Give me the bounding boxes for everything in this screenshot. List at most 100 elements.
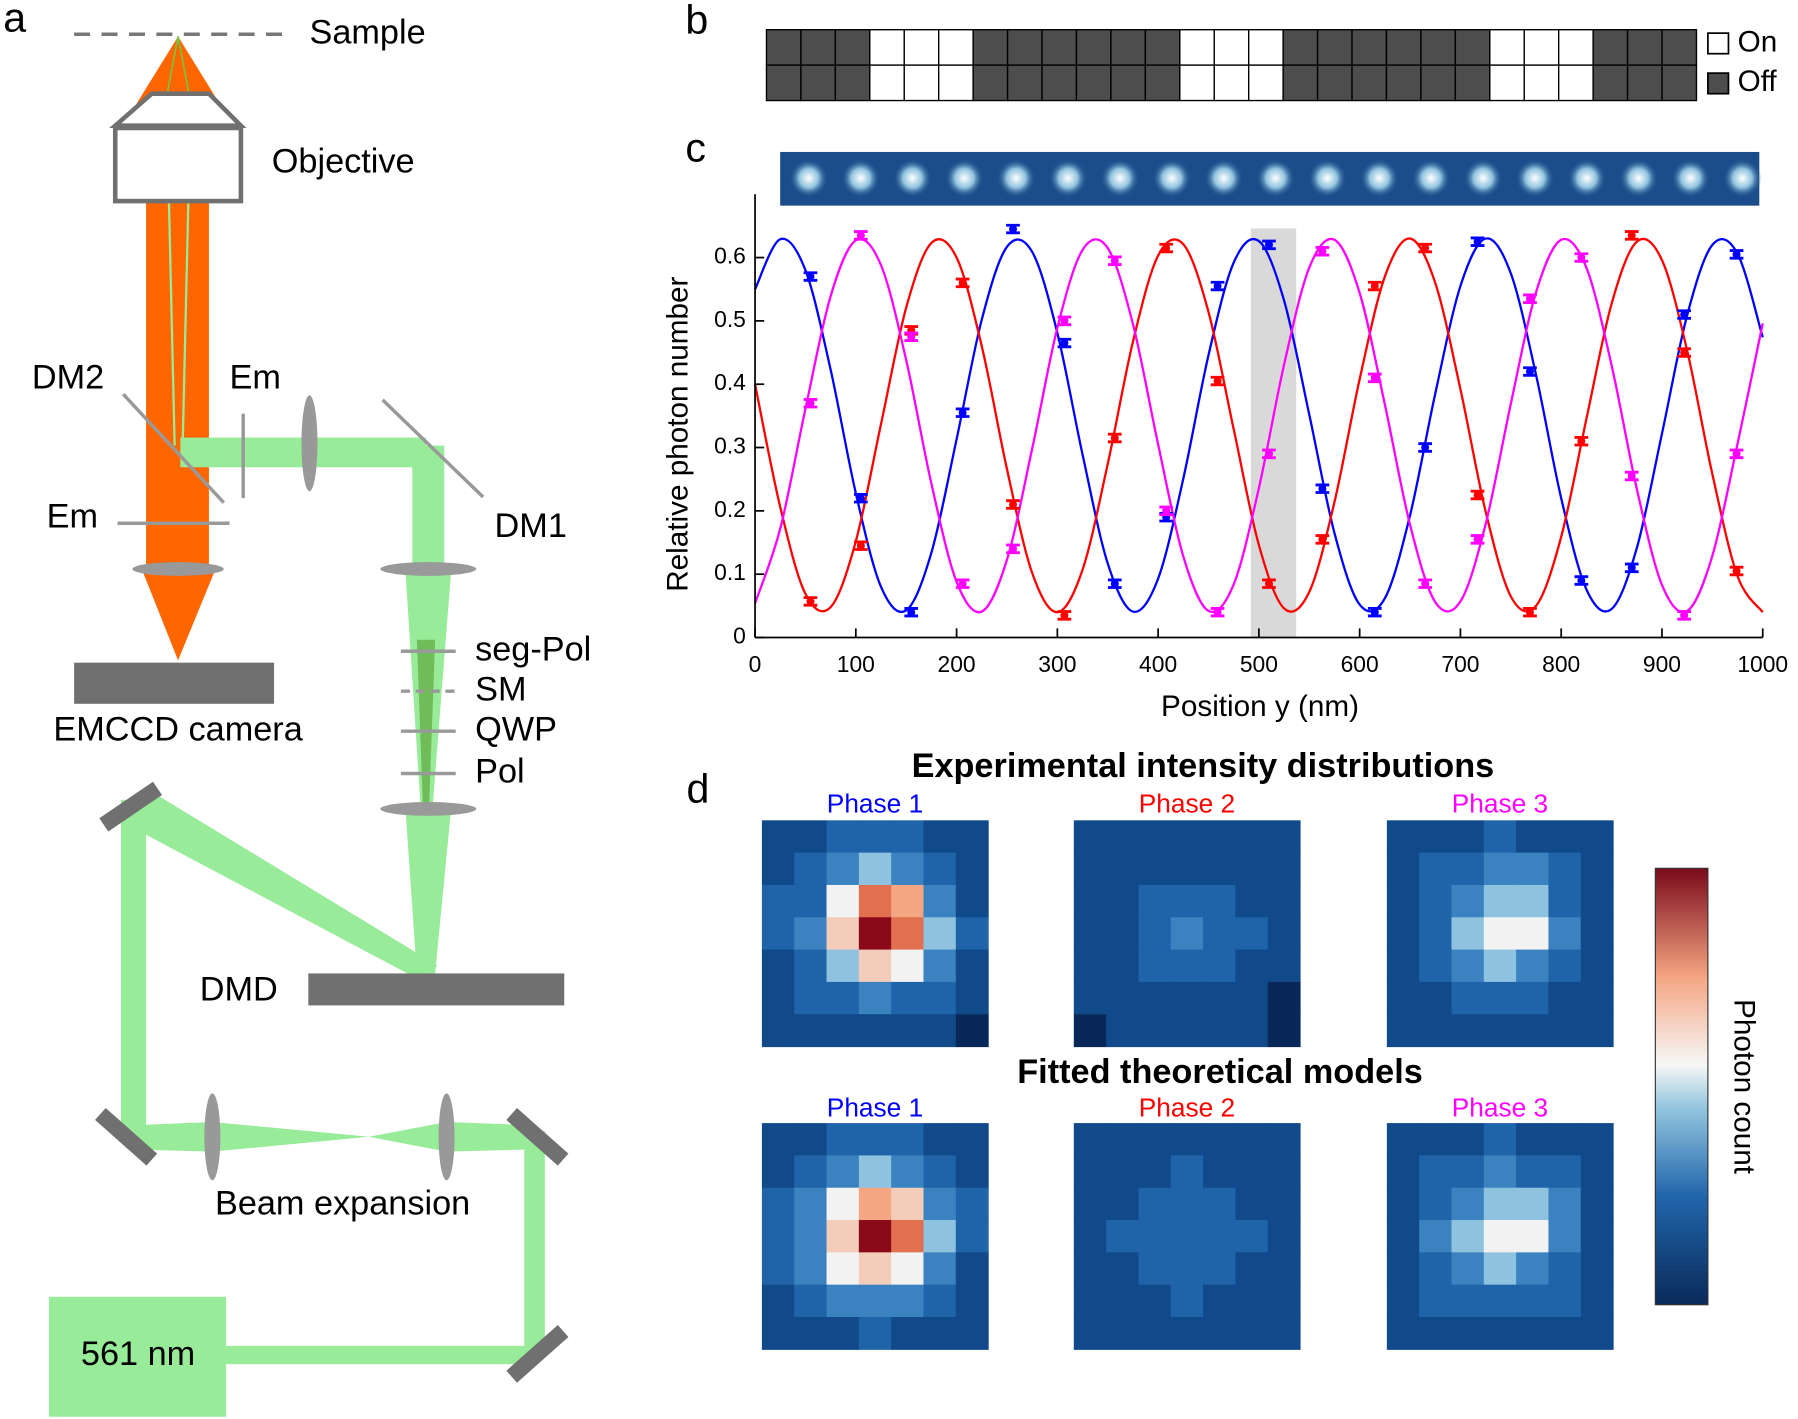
dm2 [121,393,226,504]
heatmap-cell [761,1220,795,1253]
heatmap-cell [1203,1252,1236,1286]
heatmap-cell [1106,1284,1140,1318]
pattern-cell [1213,64,1250,102]
panel-a-diagram: Sample Objective DM2 Em Em DM1 seg-Pol S… [32,13,591,1417]
pattern-cell [1110,29,1147,66]
heatmap-cell [826,917,860,951]
heatmap-cell [1548,949,1582,983]
heatmap-cell [923,1316,957,1350]
heatmap-cell [955,884,989,918]
green-ray [167,201,176,446]
heatmap-cell [923,1123,957,1156]
heatmap-cell [1203,1014,1236,1048]
heatmap-cell [955,1220,989,1253]
heatmap-cell [1419,1123,1453,1156]
heatmap-cell [1516,1284,1550,1318]
heatmap-cell [761,1155,795,1189]
spot [1308,158,1347,198]
pattern-cell [1041,64,1078,102]
heatmap-cell [1516,884,1550,918]
label: QWP [475,710,557,748]
heatmap-cell [891,1252,925,1286]
lens [438,1093,455,1181]
data-point [856,231,865,240]
heatmap-cell [1073,1284,1107,1318]
heatmap-cell [1267,917,1301,951]
heatmap-cell [794,1155,828,1189]
data-point [958,408,967,417]
data-point [1264,579,1273,588]
data-point [1213,377,1222,386]
dmd [308,973,565,1006]
heatmap-cell [1267,852,1301,886]
spot [1515,158,1555,198]
spot [996,158,1036,198]
data-point [856,494,865,503]
label: Objective [272,142,415,180]
heatmap-cell [794,1252,828,1286]
x-tick-label: 500 [1240,651,1278,677]
heatmap-cell [826,884,860,918]
heatmap-cell [891,1220,925,1253]
spot [1204,158,1244,198]
heatmap-cell [858,852,892,886]
emission-cone [142,571,215,661]
heatmap-cell [891,1123,925,1156]
x-tick-label: 200 [938,651,976,677]
heatmap-cell [1483,1220,1517,1253]
heatmap-cell [1386,917,1420,951]
pattern-cell [1144,29,1181,66]
heatmap-cell [955,1187,989,1221]
heatmap-cell [1419,1284,1453,1318]
pattern-cell [903,29,940,66]
heatmap-cell [761,1316,795,1350]
y-tick-label: 0.4 [714,369,746,395]
data-point [958,579,967,588]
heatmap-cell [761,981,795,1015]
heatmap-cell [1073,981,1107,1015]
fit-curve [753,237,1764,614]
y-tick-label: 0.3 [714,433,746,459]
heatmap-cell [794,949,828,983]
heatmap-cell [1138,1187,1172,1221]
spot [1048,158,1088,198]
heatmap-cell [1516,1123,1550,1156]
heatmap-cell [1138,852,1172,886]
heatmap-cell [858,1187,892,1221]
heatmap-cell [1170,884,1204,918]
heatmap-cell [1138,1014,1172,1048]
data-point [1110,256,1119,265]
pattern-cell [938,29,974,66]
pattern-cell [1592,64,1629,102]
heatmap-cell [1419,884,1453,918]
heatmap-cell [1203,981,1236,1015]
heatmap-cell [923,1252,957,1286]
heatmap-cell [1235,1316,1269,1350]
heatmap-cell [1548,1252,1582,1286]
label: DM2 [32,358,104,396]
heatmap-cell [1073,1316,1107,1350]
heatmap-cell [1580,917,1614,951]
heatmap-cell [858,981,892,1015]
panel-label: c [685,125,706,171]
heatmap-cell [955,1316,989,1350]
heatmap-cell [761,852,795,886]
data-point [1577,576,1586,585]
heatmap-cell [826,1155,860,1189]
pattern-cell [1351,64,1388,102]
data-point [1060,316,1069,325]
heatmap-cell [1451,1123,1485,1156]
heatmap-cell [955,981,989,1015]
data-point [1525,608,1534,617]
heatmap-cell [1235,981,1269,1015]
heatmap-cell [1073,949,1107,983]
spot [841,158,881,198]
heatmap-cell [1203,1123,1236,1156]
heatmap-cell [826,1220,860,1253]
heatmap-cell [1073,1155,1107,1189]
y-tick-label: 0.5 [714,306,746,332]
heatmap-cell [1235,884,1269,918]
heatmap-cell [1451,852,1485,886]
objective-body [112,125,244,204]
label: seg-Pol [475,630,591,668]
